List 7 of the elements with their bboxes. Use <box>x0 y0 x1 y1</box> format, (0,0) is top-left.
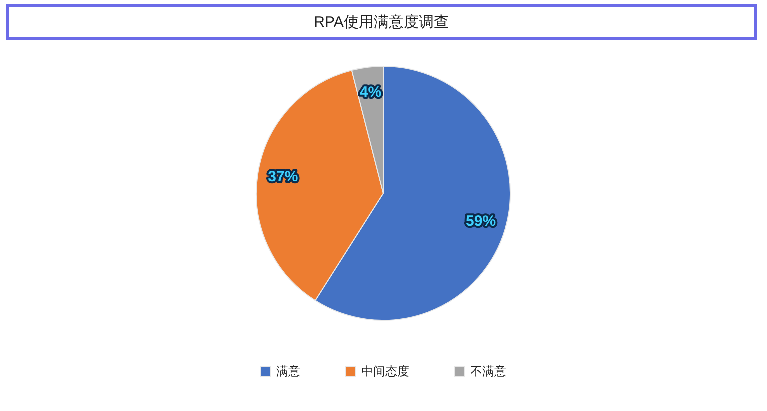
data-label: 4% <box>360 84 382 101</box>
legend-label: 不满意 <box>470 364 506 378</box>
legend-label: 满意 <box>276 364 300 378</box>
data-label: 37% <box>268 168 298 186</box>
data-label: 59% <box>466 212 496 230</box>
chart-title: RPA使用满意度调查 <box>6 4 757 40</box>
legend-label: 中间态度 <box>362 364 410 378</box>
